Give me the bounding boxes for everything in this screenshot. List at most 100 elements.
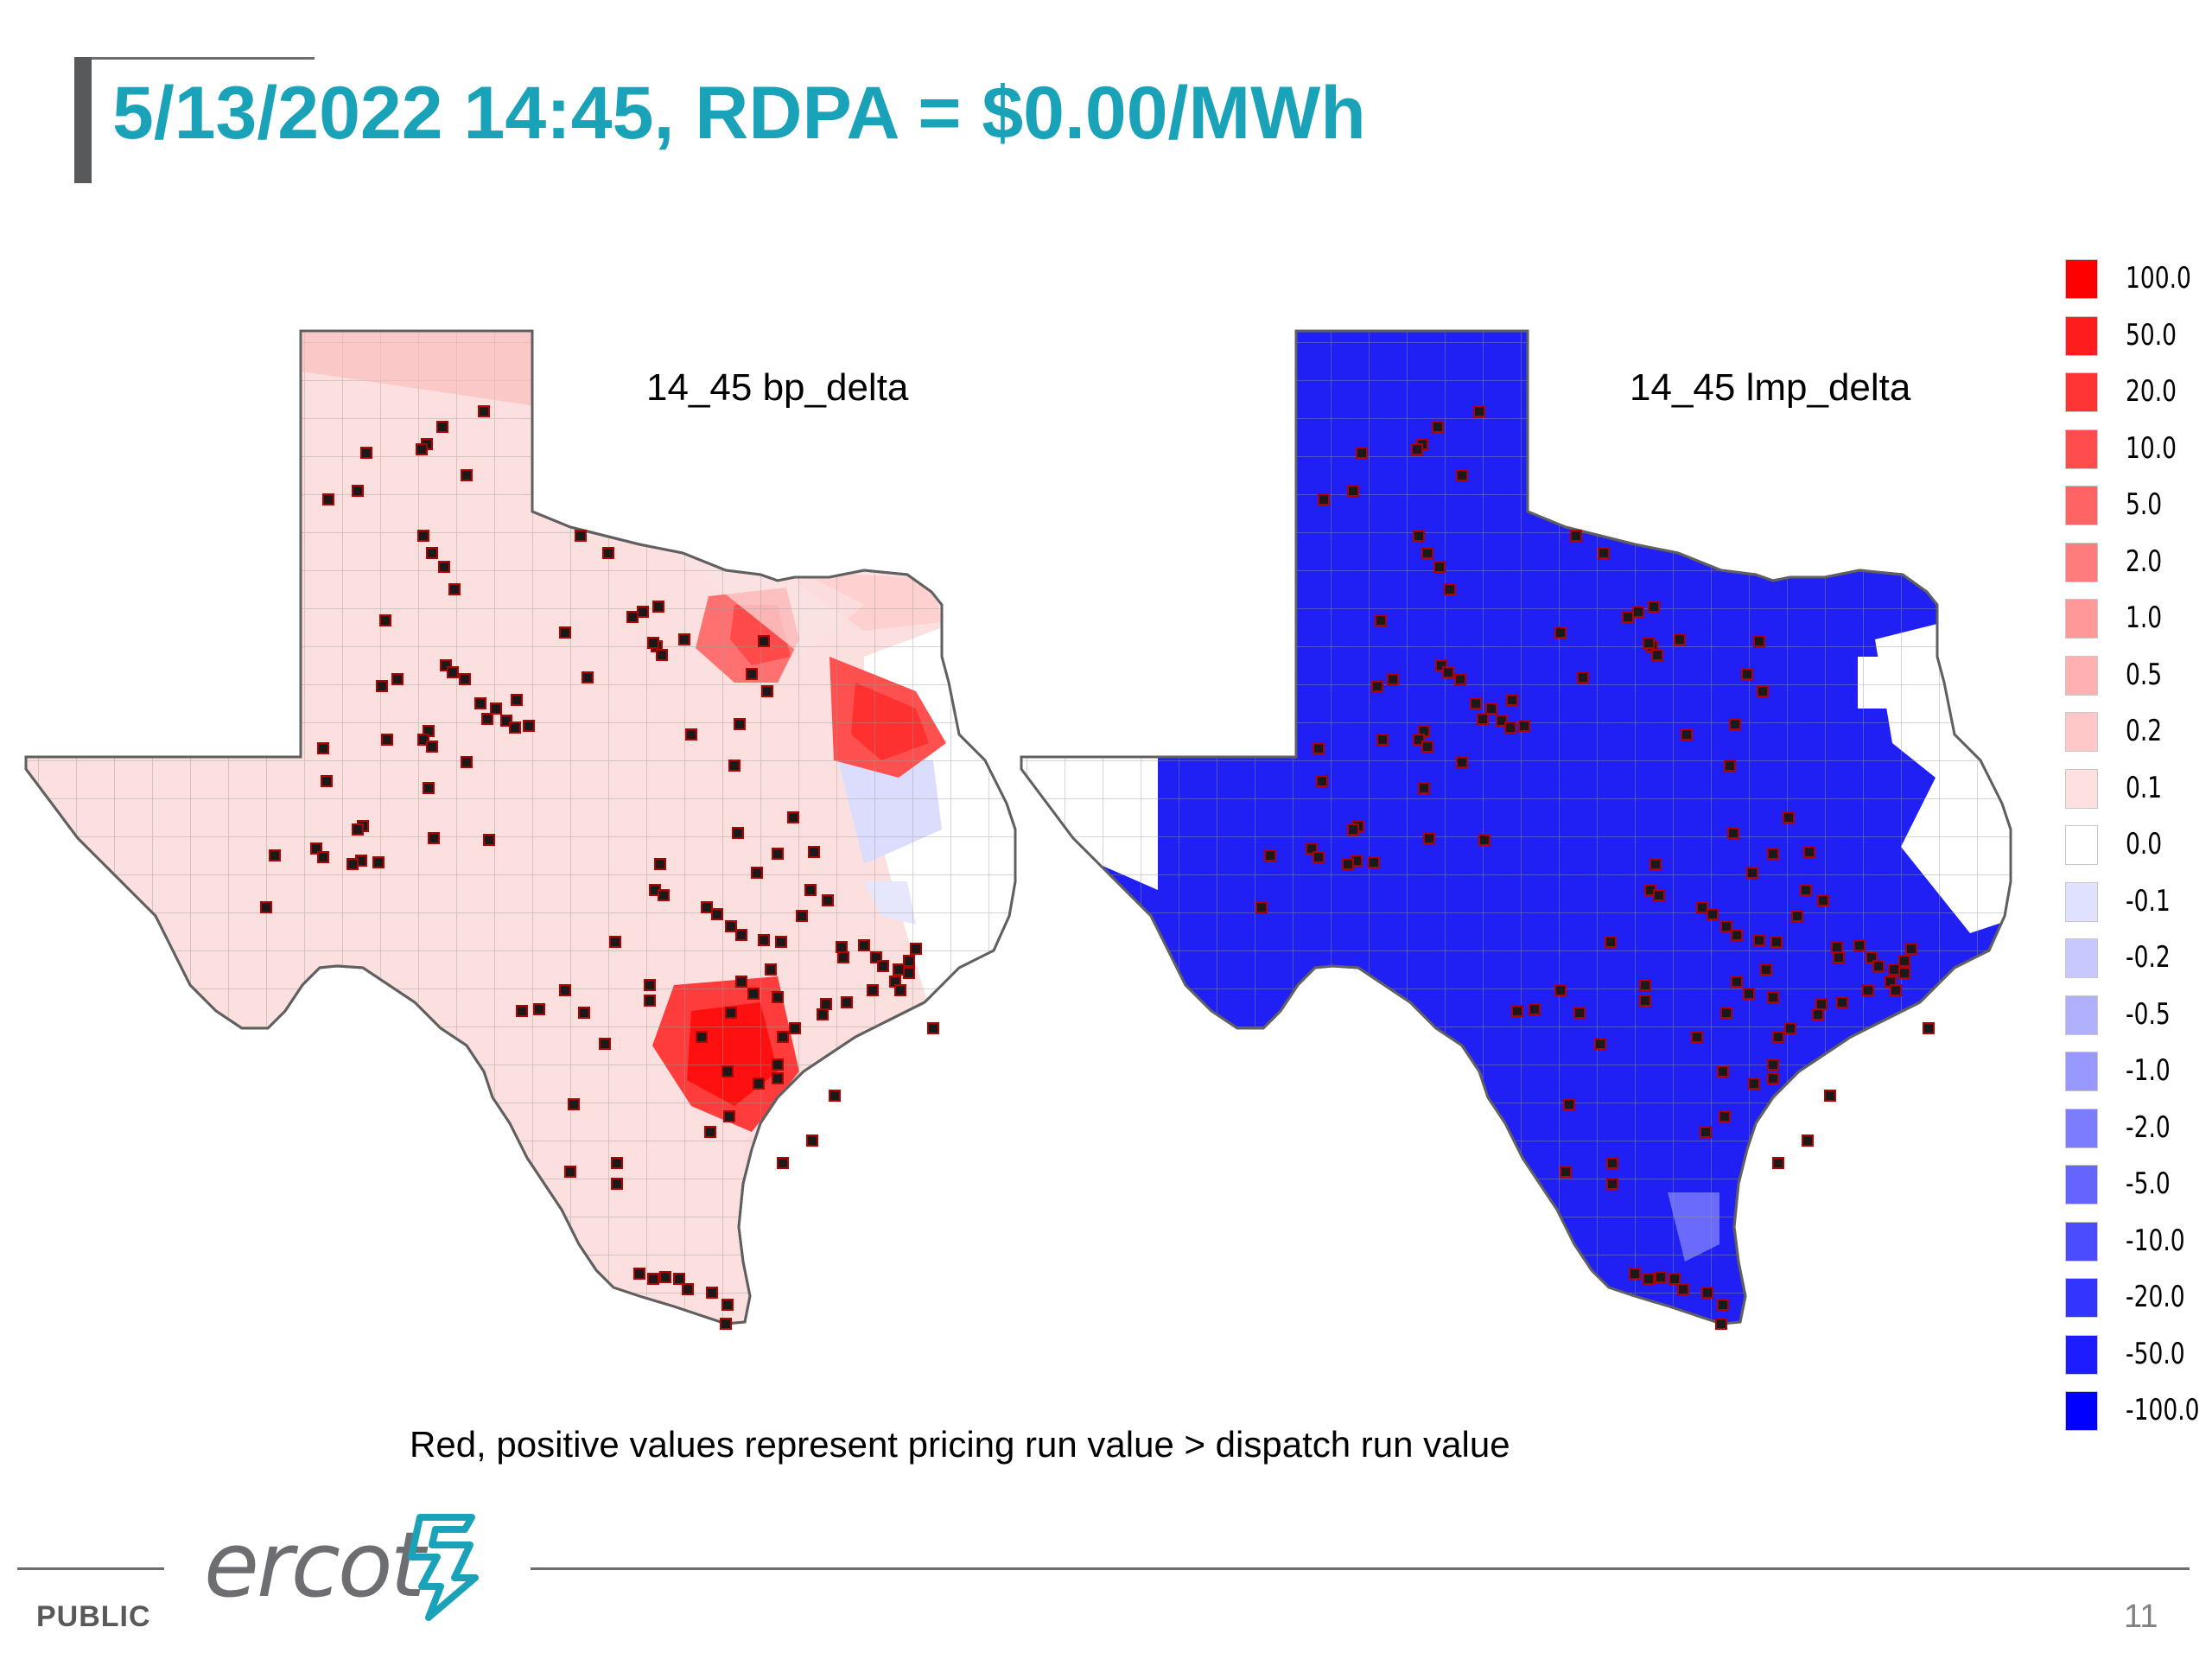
map-label-bp-delta: 14_45 bp_delta	[646, 366, 909, 409]
legend-swatch	[2065, 655, 2098, 696]
node-marker	[448, 583, 461, 595]
node-marker	[417, 530, 429, 542]
legend-item: 0.1	[2056, 766, 2203, 817]
page-number: 11	[2124, 1599, 2158, 1635]
node-marker	[1748, 1077, 1760, 1090]
legend-label: 0.0	[2126, 827, 2163, 861]
legend-swatch	[2065, 1391, 2098, 1431]
legend-item: -100.0	[2056, 1388, 2203, 1440]
ercot-logo: ercot	[204, 1512, 425, 1618]
node-marker	[746, 668, 758, 680]
node-marker	[1767, 991, 1779, 1003]
legend-item: 2.0	[2056, 539, 2203, 591]
title-rule	[74, 57, 315, 60]
node-marker	[1413, 530, 1425, 542]
node-marker	[1506, 694, 1518, 706]
node-marker	[1770, 936, 1783, 948]
legend-label: -0.1	[2126, 883, 2171, 918]
classification-label: PUBLIC	[36, 1600, 151, 1633]
node-marker	[609, 936, 621, 948]
node-marker	[1724, 760, 1736, 772]
footnote: Red, positive values represent pricing r…	[410, 1424, 1510, 1465]
legend-label: -10.0	[2126, 1223, 2185, 1258]
node-marker	[1783, 811, 1795, 823]
node-marker	[808, 846, 820, 858]
node-marker	[1784, 1022, 1796, 1034]
node-marker	[1454, 673, 1466, 685]
node-marker	[1418, 782, 1430, 794]
node-marker	[787, 811, 799, 823]
node-marker	[1898, 955, 1910, 967]
node-marker	[511, 694, 523, 706]
node-marker	[426, 547, 438, 559]
node-marker	[867, 984, 879, 996]
node-marker	[626, 611, 639, 623]
node-marker	[346, 858, 359, 870]
node-marker	[1791, 910, 1803, 922]
node-marker	[1853, 939, 1866, 951]
node-marker	[1890, 984, 1902, 996]
legend-swatch	[2065, 1278, 2098, 1318]
node-marker	[1594, 1038, 1606, 1050]
legend-label: -50.0	[2126, 1336, 2185, 1371]
node-marker	[633, 1268, 645, 1280]
node-marker	[1753, 635, 1765, 647]
node-marker	[1433, 561, 1446, 573]
legend-swatch	[2065, 938, 2098, 978]
node-marker	[1554, 626, 1567, 639]
node-marker	[1729, 718, 1741, 730]
node-marker	[269, 849, 281, 861]
node-marker	[903, 967, 915, 979]
node-marker	[806, 1135, 818, 1147]
legend-label: 5.0	[2126, 487, 2163, 522]
legend-item: -20.0	[2056, 1274, 2203, 1326]
legend-swatch	[2065, 486, 2098, 525]
node-marker	[1836, 996, 1848, 1008]
node-marker	[685, 728, 697, 741]
node-marker	[1767, 1058, 1779, 1071]
legend-item: -0.1	[2056, 879, 2203, 931]
node-marker	[1701, 1287, 1713, 1299]
footer-rule-right	[531, 1567, 2190, 1570]
node-marker	[317, 742, 329, 754]
node-marker	[490, 702, 502, 715]
node-marker	[682, 1283, 694, 1295]
node-marker	[836, 941, 848, 953]
node-marker	[1478, 834, 1491, 846]
node-marker	[1731, 976, 1743, 988]
legend-label: -2.0	[2126, 1109, 2171, 1145]
legend-swatch	[2065, 1165, 2098, 1205]
node-marker	[658, 889, 670, 901]
node-marker	[673, 1273, 685, 1285]
legend-label: 0.2	[2126, 714, 2163, 748]
node-marker	[1760, 963, 1772, 976]
node-marker	[1632, 606, 1644, 618]
legend-item: -0.2	[2056, 935, 2203, 987]
node-marker	[1423, 832, 1435, 844]
node-marker	[1255, 901, 1268, 913]
node-marker	[706, 1287, 718, 1299]
node-marker	[1898, 967, 1910, 979]
node-marker	[416, 443, 428, 455]
node-marker	[391, 673, 404, 685]
legend-swatch	[2065, 599, 2098, 639]
node-marker	[1387, 673, 1399, 685]
node-marker	[1824, 1090, 1836, 1102]
node-marker	[1681, 728, 1693, 741]
node-marker	[817, 1008, 829, 1020]
legend-label: -0.5	[2126, 996, 2171, 1032]
node-marker	[1802, 1135, 1814, 1147]
node-marker	[1815, 998, 1827, 1010]
node-marker	[732, 827, 744, 839]
node-marker	[578, 1007, 590, 1019]
node-marker	[822, 894, 834, 906]
node-marker	[1411, 443, 1423, 455]
legend-item: 100.0	[2056, 256, 2203, 308]
node-marker	[559, 984, 571, 996]
node-marker	[777, 1157, 789, 1169]
legend-swatch	[2065, 712, 2098, 752]
node-marker	[1477, 713, 1489, 725]
title-accent-bar	[74, 57, 92, 183]
node-marker	[1649, 858, 1662, 870]
node-marker	[1456, 469, 1468, 481]
